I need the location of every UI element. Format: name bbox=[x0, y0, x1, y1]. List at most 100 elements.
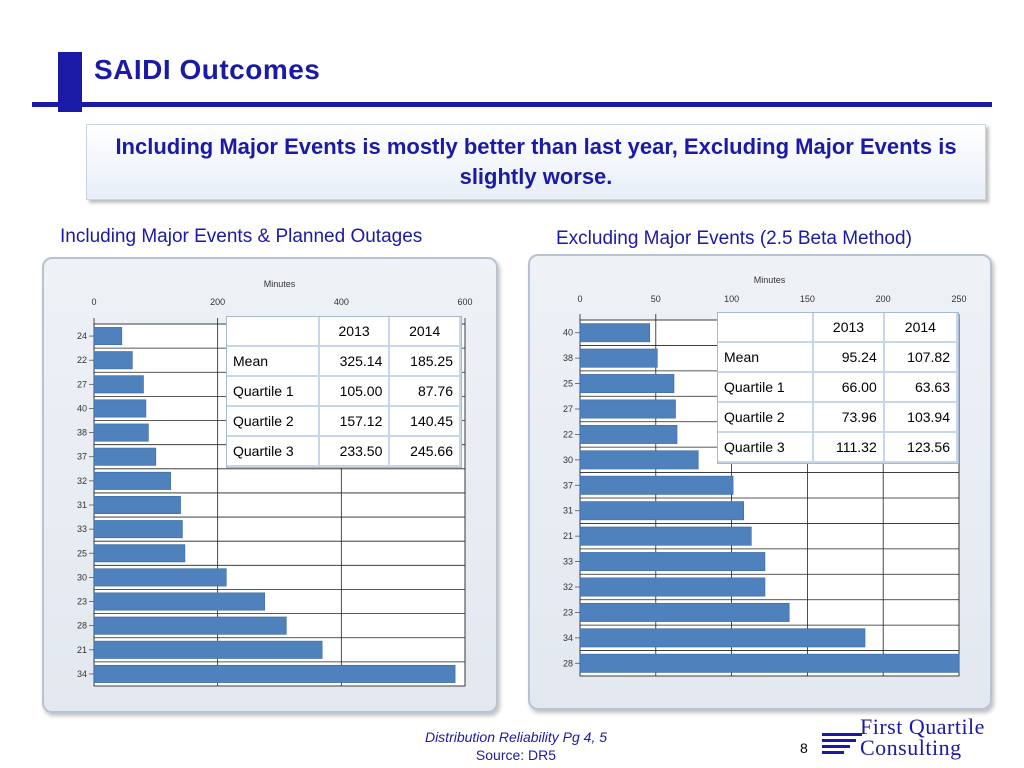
category-label: 38 bbox=[77, 428, 87, 438]
bar bbox=[579, 602, 790, 622]
table-cell: 157.12 bbox=[319, 407, 391, 437]
category-label: 25 bbox=[77, 548, 87, 558]
bar bbox=[579, 628, 866, 648]
footer-source: Distribution Reliability Pg 4, 5 Source:… bbox=[400, 728, 632, 764]
category-label: 33 bbox=[77, 524, 87, 534]
bar bbox=[93, 616, 287, 635]
category-label: 33 bbox=[563, 557, 573, 567]
category-label: 38 bbox=[563, 353, 573, 363]
category-label: 37 bbox=[563, 480, 573, 490]
stats-table-left: 2013 2014 Mean 325.14 185.25 Quartile 1 … bbox=[226, 316, 462, 468]
table-cell: 325.14 bbox=[319, 347, 391, 377]
category-label: 34 bbox=[563, 633, 573, 643]
bar bbox=[579, 348, 658, 368]
bar bbox=[579, 501, 745, 521]
table-row: Quartile 2 157.12 140.45 bbox=[227, 407, 461, 437]
x-axis-title: Minutes bbox=[754, 275, 786, 285]
bar bbox=[93, 640, 323, 659]
category-label: 28 bbox=[563, 658, 573, 668]
category-label: 23 bbox=[77, 597, 87, 607]
table-row: Quartile 3 111.32 123.56 bbox=[718, 433, 958, 463]
category-label: 34 bbox=[77, 669, 87, 679]
table-header-row: 2013 2014 bbox=[227, 317, 461, 347]
category-label: 32 bbox=[77, 476, 87, 486]
x-tick-label: 600 bbox=[457, 297, 472, 307]
x-tick-label: 200 bbox=[876, 294, 891, 304]
category-label: 23 bbox=[563, 607, 573, 617]
category-label: 31 bbox=[563, 506, 573, 516]
bar bbox=[93, 496, 181, 514]
table-cell: Quartile 2 bbox=[227, 407, 320, 437]
table-row: Quartile 3 233.50 245.66 bbox=[227, 437, 461, 467]
bar bbox=[579, 450, 699, 470]
bar bbox=[93, 447, 157, 466]
table-header-cell bbox=[718, 313, 815, 343]
category-label: 22 bbox=[563, 429, 573, 439]
bar bbox=[93, 568, 227, 587]
bar bbox=[579, 374, 675, 394]
table-header-cell: 2014 bbox=[390, 317, 461, 347]
x-tick-label: 150 bbox=[800, 294, 815, 304]
bar bbox=[93, 423, 149, 442]
table-cell: 245.66 bbox=[390, 437, 461, 467]
table-cell: Mean bbox=[718, 343, 815, 373]
table-cell: Quartile 1 bbox=[718, 373, 815, 403]
category-label: 25 bbox=[563, 379, 573, 389]
table-cell: Quartile 3 bbox=[227, 437, 320, 467]
table-cell: 107.82 bbox=[884, 343, 958, 373]
table-cell: 111.32 bbox=[814, 433, 885, 463]
table-row: Quartile 1 105.00 87.76 bbox=[227, 377, 461, 407]
table-row: Quartile 1 66.00 63.63 bbox=[718, 373, 958, 403]
category-label: 27 bbox=[77, 379, 87, 389]
title-underline bbox=[32, 102, 992, 107]
table-cell: 63.63 bbox=[884, 373, 958, 403]
table-cell: 103.94 bbox=[884, 403, 958, 433]
company-logo: First Quartile Consulting bbox=[822, 714, 1018, 760]
table-row: Quartile 2 73.96 103.94 bbox=[718, 403, 958, 433]
bar bbox=[93, 375, 144, 394]
bar bbox=[93, 327, 123, 346]
logo-bar bbox=[822, 739, 856, 742]
x-tick-label: 50 bbox=[651, 294, 661, 304]
logo-text-line2: Consulting bbox=[860, 735, 962, 760]
table-row: Mean 325.14 185.25 bbox=[227, 347, 461, 377]
footer-source-line: Source: DR5 bbox=[475, 747, 557, 763]
logo-bar bbox=[822, 751, 844, 754]
bar bbox=[93, 544, 186, 563]
table-cell: 123.56 bbox=[884, 433, 958, 463]
bar bbox=[579, 552, 766, 572]
category-label: 27 bbox=[563, 404, 573, 414]
category-label: 30 bbox=[77, 572, 87, 582]
table-cell: Quartile 3 bbox=[718, 433, 815, 463]
table-header-cell: 2013 bbox=[319, 317, 391, 347]
footer-reference: Distribution Reliability Pg 4, 5 bbox=[424, 729, 608, 745]
bar bbox=[579, 399, 676, 419]
table-cell: Quartile 1 bbox=[227, 377, 320, 407]
category-label: 31 bbox=[77, 500, 87, 510]
chart-right-subtitle: Excluding Major Events (2.5 Beta Method) bbox=[556, 228, 912, 249]
category-label: 22 bbox=[77, 355, 87, 365]
bar bbox=[579, 577, 766, 597]
x-tick-label: 0 bbox=[577, 294, 582, 304]
x-tick-label: 200 bbox=[210, 297, 225, 307]
table-cell: 66.00 bbox=[814, 373, 885, 403]
category-label: 32 bbox=[563, 582, 573, 592]
table-cell: Mean bbox=[227, 347, 320, 377]
bar bbox=[93, 471, 171, 490]
table-cell: 140.45 bbox=[390, 407, 461, 437]
table-header-cell: 2014 bbox=[884, 313, 958, 343]
bar bbox=[579, 424, 678, 444]
bar bbox=[93, 592, 265, 611]
table-header-row: 2013 2014 bbox=[718, 313, 958, 343]
bar bbox=[579, 475, 734, 495]
callout-box: Including Major Events is mostly better … bbox=[86, 124, 986, 200]
table-header-cell bbox=[227, 317, 320, 347]
x-axis-title: Minutes bbox=[264, 279, 296, 289]
chart-left-subtitle: Including Major Events & Planned Outages bbox=[60, 226, 423, 247]
category-label: 28 bbox=[77, 621, 87, 631]
callout-text: Including Major Events is mostly better … bbox=[115, 134, 957, 189]
x-tick-label: 0 bbox=[91, 297, 96, 307]
table-cell: 185.25 bbox=[390, 347, 461, 377]
table-cell: 233.50 bbox=[319, 437, 391, 467]
